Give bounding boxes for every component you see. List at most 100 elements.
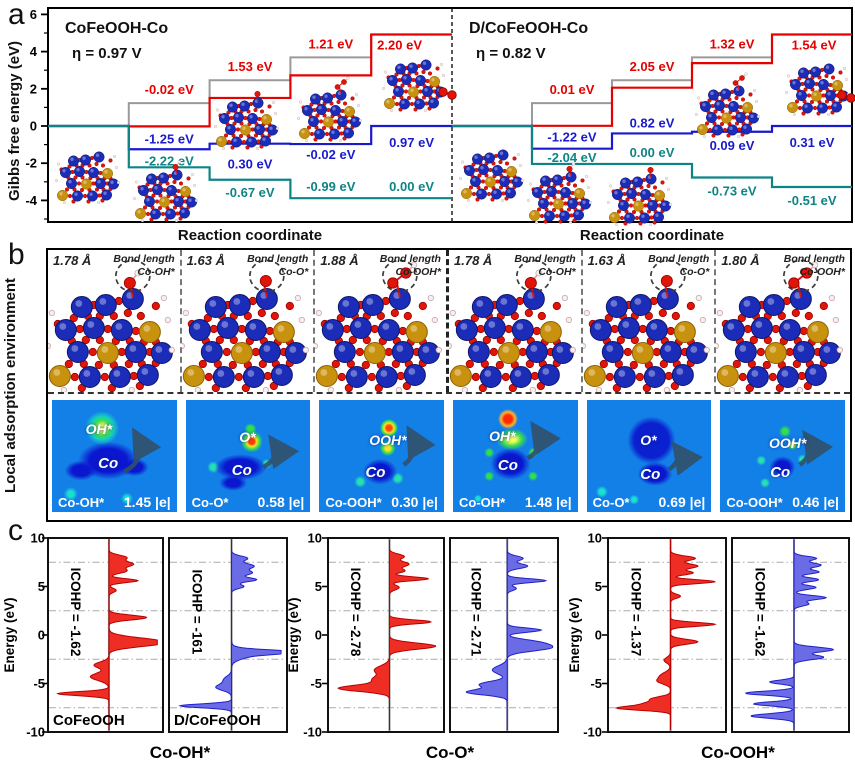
group-x-label: Co-OH* — [150, 743, 211, 762]
y-tick-label: 0 — [30, 119, 37, 134]
cohp-curve — [56, 538, 158, 731]
oxygen-atom-icon — [524, 276, 537, 289]
y-tick-label: 5 — [38, 579, 45, 594]
oxygen-atom-icon — [801, 267, 813, 279]
x-axis-label: Reaction coordinate — [178, 227, 322, 244]
bond-header-line1: Bond length — [514, 253, 576, 265]
curved-arrow-icon — [526, 420, 561, 461]
charge-density-map: O* Co Co-O* 0.58 |e| — [185, 400, 311, 512]
structure-column: 1.80 Å Bond length Co-OOH* — [716, 250, 850, 392]
molecule-inset — [458, 149, 525, 203]
panel-c-cohp-plots: Energy (eV) 10 5 0 -5 -10 ICOHP = -1.62 CoFeOOH… — [2, 531, 850, 762]
adsorption-structure — [716, 259, 844, 392]
bond-header: Bond length Co-O* — [247, 253, 308, 278]
adsorption-structure — [315, 259, 443, 392]
step-label-teal: -0.99 eV — [306, 179, 355, 194]
adsorbate-label: OOH* — [369, 432, 407, 449]
panel-letter-b: b — [8, 238, 25, 271]
cohp-curve — [178, 538, 282, 731]
cohp-curve — [744, 539, 834, 731]
bond-highlight-circle — [248, 259, 285, 293]
icohp-value-label: ICOHP = -2.71 — [469, 568, 484, 657]
hydrogen-atom-icon — [571, 162, 576, 166]
bond-header-line2: Co-OOH* — [799, 265, 845, 278]
molecule-inset — [694, 72, 761, 139]
step-line-teal — [452, 124, 852, 189]
cohp-panel-frame — [327, 537, 445, 733]
y-tick-label: -5 — [310, 676, 322, 691]
structure-svg — [48, 259, 175, 392]
oxygen-atom-icon — [254, 90, 261, 97]
bond-length-label: 1.63 Å — [587, 253, 626, 268]
hydrogen-atom-icon — [744, 72, 748, 76]
map-charge-value: 0.30 |e| — [391, 494, 438, 510]
step-label-blue: -1.22 eV — [547, 130, 596, 145]
oxygen-atom-icon — [387, 277, 399, 289]
adsorbate-label: OH* — [85, 421, 113, 438]
map-charge-value: 0.46 |e| — [792, 494, 839, 510]
charge-density-map: OOH* Co Co-OOH* 0.30 |e| — [319, 400, 444, 512]
charge-transfer-arrow-icon — [261, 434, 299, 470]
curved-arrow-icon — [402, 425, 436, 467]
icohp-value-label: ICOHP = -2.78 — [348, 568, 363, 657]
map-bond-name: Co-OOH* — [726, 495, 783, 510]
y-tick-label: 2 — [30, 81, 37, 96]
oxygen-atom-icon — [566, 165, 573, 172]
local-adsorption-y-label: Local adsorption environment — [2, 277, 19, 493]
charge-transfer-arrow-icon — [402, 425, 436, 467]
step-label-blue: 0.82 eV — [630, 115, 675, 130]
map-bond-name: Co-OH* — [459, 495, 506, 510]
cohp-curve — [465, 538, 554, 731]
curved-arrow-icon — [798, 429, 834, 467]
bond-length-label: 1.78 Å — [454, 253, 493, 268]
panel-a-gibbs-diagrams: 6 4 2 0 -2 -4 -0.02 eV 1.53 eV 1.21 eV 2.20 eV -1.… — [25, 7, 855, 244]
bond-highlight-circle — [783, 259, 820, 293]
molecule-inset — [213, 90, 280, 151]
molecule-inset — [381, 59, 448, 113]
bond-highlight-circle — [649, 259, 686, 293]
bond-highlight-circle — [382, 259, 419, 293]
y-tick-label: 0 — [38, 628, 45, 643]
metal-site-label: Co — [640, 466, 661, 484]
y-tick-label: -10 — [26, 725, 45, 740]
icohp-value-label: ICOHP = -1.37 — [629, 568, 644, 657]
panel-letter-a: a — [8, 0, 25, 31]
structure-svg — [716, 259, 844, 392]
step-line-teal — [48, 124, 452, 200]
molecule-inset — [54, 151, 121, 205]
step-label-red: 1.53 eV — [228, 59, 273, 74]
charge-density-map: OOH* Co Co-OOH* 0.46 |e| — [720, 400, 845, 512]
y-tick-label: 10 — [31, 531, 45, 546]
metal-site-label: Co — [365, 463, 386, 481]
step-label-red: 2.20 eV — [377, 37, 422, 52]
molecule-inset — [606, 166, 673, 227]
diagram-title: CoFeOOH-Co — [65, 20, 168, 37]
charge-density-map: OH* Co Co-OH* 1.45 |e| — [52, 400, 177, 512]
cohp-panel-frame — [449, 537, 559, 733]
step-label-blue: -0.02 eV — [306, 147, 355, 162]
bond-header: Bond length Co-OH* — [113, 253, 174, 278]
hydrogen-atom-icon — [346, 76, 350, 80]
oxygen-atom-icon — [400, 267, 412, 279]
bond-header: Bond length Co-O* — [648, 253, 709, 278]
cohp-panel-frame — [731, 537, 850, 733]
metal-site-label: Co — [231, 461, 252, 479]
oxygen-atom-icon — [341, 79, 347, 85]
bond-highlight-circle — [515, 259, 552, 293]
charge-transfer-arrow-icon — [123, 427, 162, 474]
o2-molecule — [837, 90, 855, 103]
icohp-value-label: ICOHP = -1.62 — [68, 568, 83, 657]
charge-transfer-arrow-icon — [526, 420, 561, 461]
cohp-panel-frame — [47, 537, 164, 733]
oxygen-atom-icon — [739, 75, 745, 81]
bond-header: Bond length Co-OOH* — [380, 253, 441, 278]
cohp-panel-frame — [168, 537, 288, 733]
structure-svg — [315, 259, 443, 392]
oxygen-atom-icon — [732, 80, 739, 86]
y-tick-label: 6 — [30, 7, 37, 22]
step-label-blue: -1.25 eV — [145, 131, 194, 146]
bond-header-line1: Bond length — [648, 253, 710, 265]
step-label-blue: 0.09 eV — [710, 138, 755, 153]
step-label-blue: 0.30 eV — [228, 157, 273, 172]
y-tick-label: -2 — [25, 156, 37, 171]
